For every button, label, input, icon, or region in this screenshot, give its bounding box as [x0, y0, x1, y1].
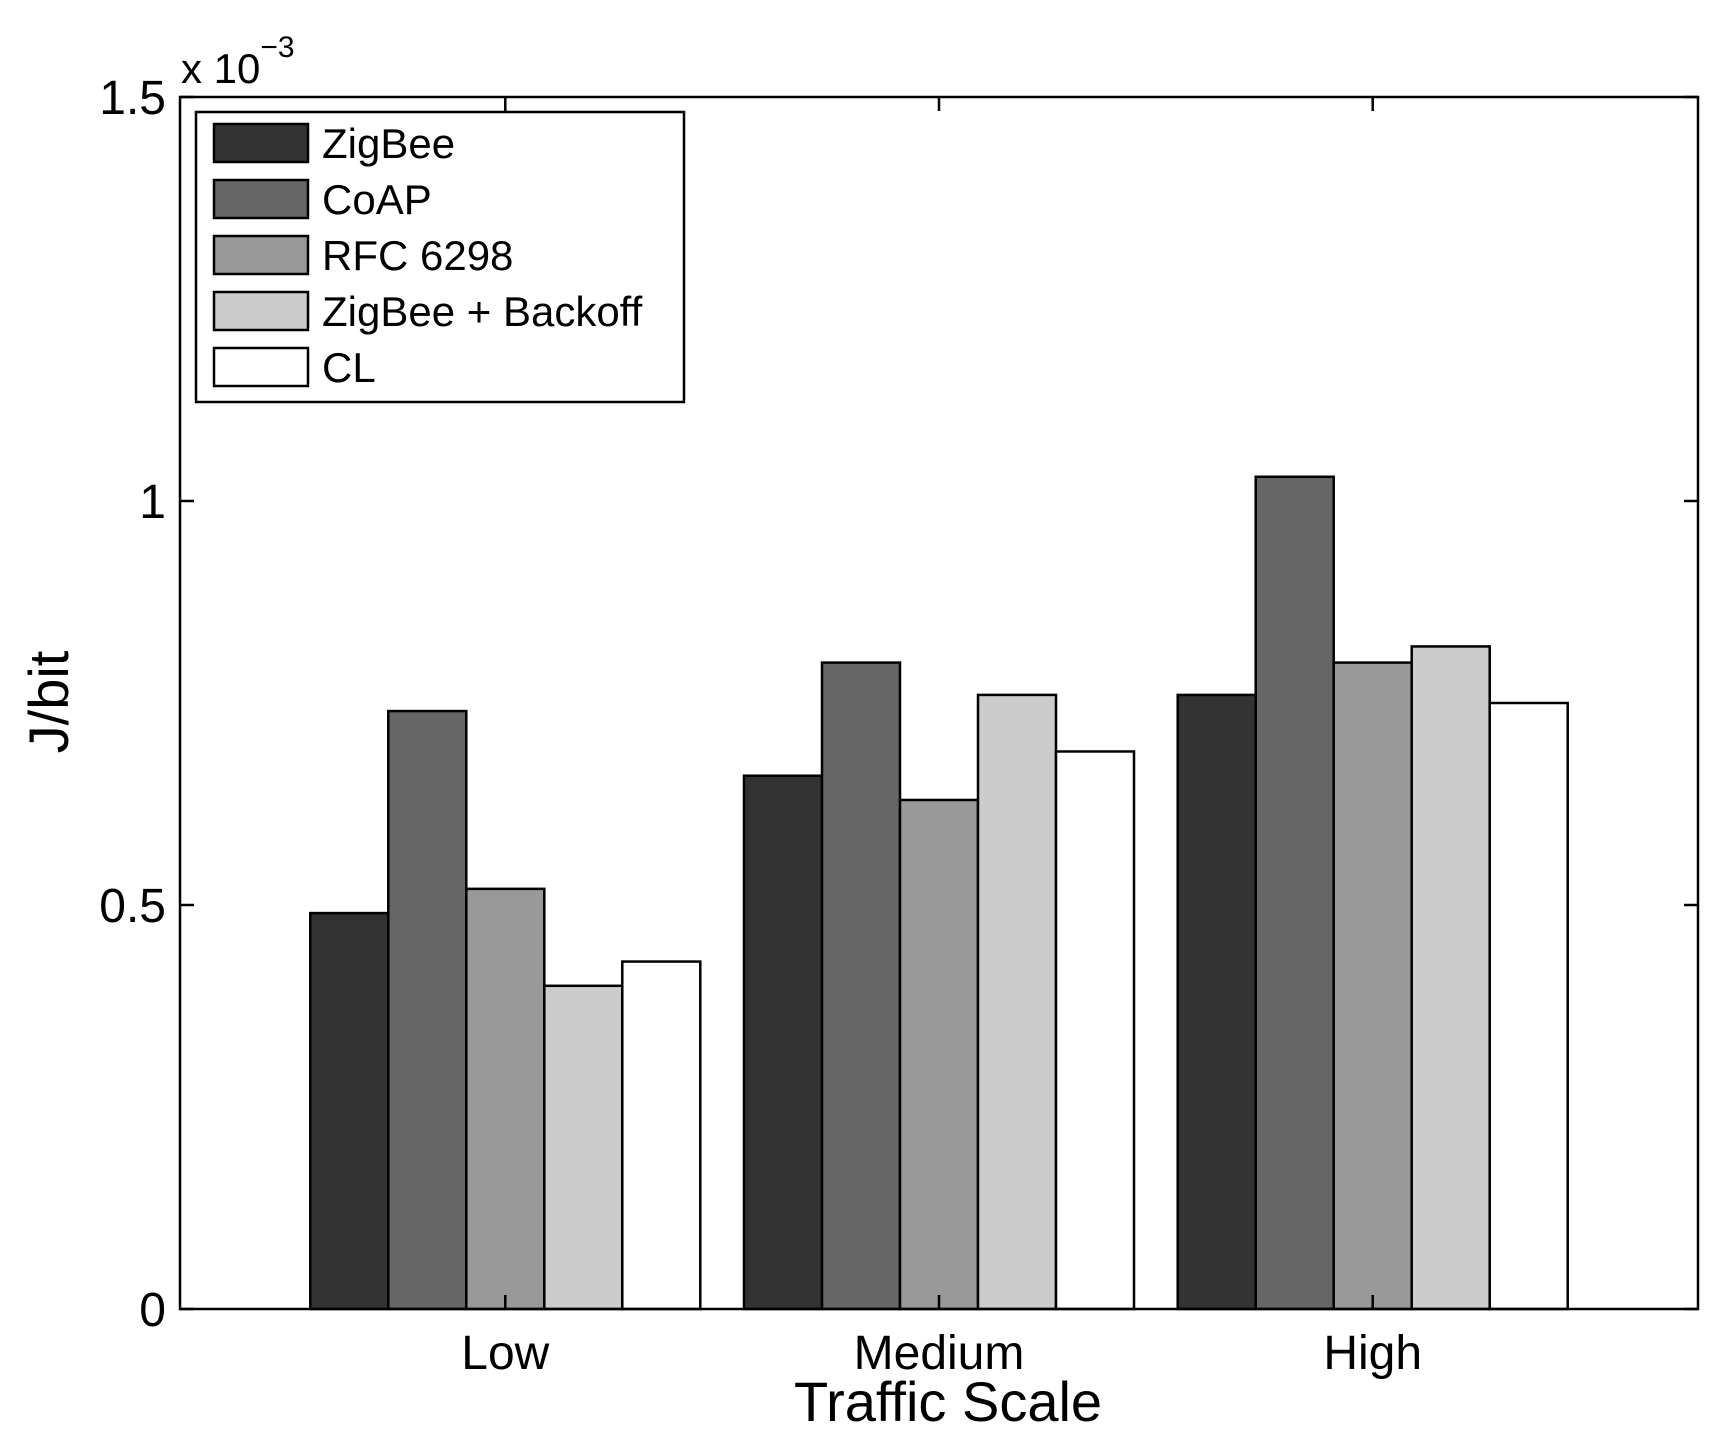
y-tick-label: 0 [139, 1284, 166, 1337]
bar-cl-high [1488, 701, 1569, 1311]
bar-zigbee-medium [742, 774, 824, 1311]
bar-cl-medium [1054, 750, 1136, 1311]
bar-zigbee-high [1176, 693, 1257, 1311]
legend-label-rfc-6298: RFC 6298 [322, 232, 513, 279]
legend-swatch-cl [212, 346, 310, 388]
bar-coap-high [1254, 475, 1335, 1311]
y-tick-label: 1 [139, 476, 166, 529]
ticks-group: Low Medium High 0 0.5 1 1.5 [99, 72, 1698, 1380]
bar-coap-medium [820, 661, 902, 1311]
x-tick-label: High [1323, 1327, 1422, 1380]
bars-group [309, 475, 1569, 1311]
y-tick-label: 1.5 [99, 72, 166, 125]
y-axis-title: J/bit [17, 650, 80, 753]
legend-swatch-zigbee [212, 122, 310, 164]
legend-label-coap: CoAP [322, 176, 432, 223]
bar-zigbee-backoff-medium [976, 693, 1058, 1311]
bar-coap-low [387, 709, 468, 1311]
y-tick-label: 0.5 [99, 880, 166, 933]
bar-zigbee-backoff-low [543, 984, 624, 1311]
legend-swatch-zigbee-backoff [212, 290, 310, 332]
bar-zigbee-backoff-high [1410, 645, 1491, 1311]
bar-zigbee-low [309, 911, 390, 1311]
legend-swatch-rfc-6298 [212, 234, 310, 276]
legend-label-zigbee: ZigBee [322, 120, 455, 167]
x-axis-title: Traffic Scale [794, 1370, 1102, 1433]
x-tick-label: Medium [854, 1327, 1025, 1380]
legend-swatch-coap [212, 178, 310, 220]
bar-cl-low [621, 960, 702, 1311]
bar-rfc-6298-high [1332, 661, 1413, 1311]
legend-label-cl: CL [322, 344, 376, 391]
x-tick-label: Low [461, 1327, 549, 1380]
legend: ZigBee CoAP RFC 6298 ZigBee + Backoff CL [194, 110, 686, 404]
legend-label-zigbee-backoff: ZigBee + Backoff [322, 288, 643, 335]
y-axis-multiplier: x 10−3 [181, 31, 295, 92]
bar-rfc-6298-medium [898, 798, 980, 1311]
bar-rfc-6298-low [465, 887, 546, 1311]
